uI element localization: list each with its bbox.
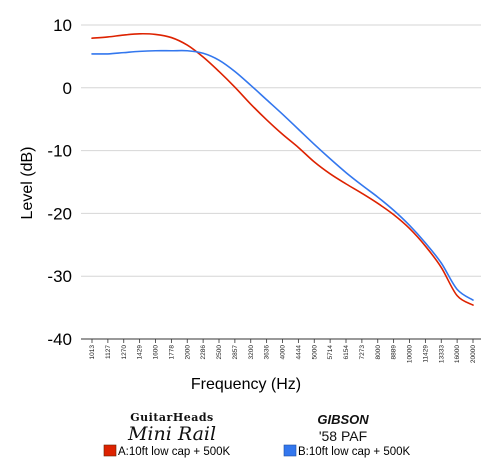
x-tick-label: 13333 [438,345,445,363]
x-tick-label: 1127 [105,345,112,359]
x-tick-label: 2500 [216,345,223,360]
x-tick-label: 20000 [470,345,477,363]
legend-b-brand: GIBSON [317,412,369,427]
x-axis-ticks [91,339,474,343]
x-tick-label: 4000 [280,345,287,360]
y-axis-tick-labels: 10 0 -10 -20 -30 -40 [47,16,72,349]
y-tick-label: 10 [53,16,72,35]
x-tick-label: 6154 [343,345,350,360]
x-tick-label: 2000 [184,345,191,360]
legend-a-model: Mini Rail [127,423,216,445]
y-tick-label: -30 [47,267,72,286]
y-tick-label: -20 [47,204,72,223]
x-tick-label: 7273 [359,345,366,360]
series-lines [91,32,474,306]
x-tick-label: 10000 [407,345,414,363]
legend-b-model: '58 PAF [319,428,367,444]
x-tick-label: 1013 [89,345,96,360]
y-tick-label: 0 [63,79,72,98]
x-tick-label: 2286 [200,345,207,360]
x-tick-label: 16000 [454,345,461,363]
x-axis-title: Frequency (Hz) [191,376,301,393]
series-a-line [91,32,474,306]
x-tick-label: 1270 [121,345,128,360]
gridlines [81,24,481,340]
x-tick-label: 4444 [295,345,302,360]
x-tick-label: 1429 [137,345,144,360]
legend-a-label: A:10ft low cap + 500K [118,446,231,458]
legend-b-label: B:10ft low cap + 500K [298,446,411,458]
legend-a-brand: GuitarHeads [130,411,213,424]
series-b-line [91,49,474,301]
x-tick-label: 2857 [232,345,239,360]
x-tick-label: 8000 [375,345,382,360]
x-tick-label: 11429 [422,345,429,363]
y-axis-title: Level (dB) [19,147,36,220]
legend-a-swatch [103,444,117,457]
x-tick-label: 5000 [311,345,318,360]
x-tick-label: 3636 [264,345,271,360]
x-tick-label: 3200 [248,345,255,360]
legend-b-swatch [283,444,297,457]
x-tick-label: 8889 [391,345,398,360]
y-tick-label: -40 [47,330,72,349]
x-axis-tick-labels: 1013 1127 1270 1429 1600 1778 2000 2286 2500 2857… [89,345,477,363]
x-tick-label: 1600 [153,345,160,360]
x-tick-label: 5714 [327,345,334,360]
y-tick-label: -10 [47,142,72,161]
x-tick-label: 1778 [168,345,175,360]
